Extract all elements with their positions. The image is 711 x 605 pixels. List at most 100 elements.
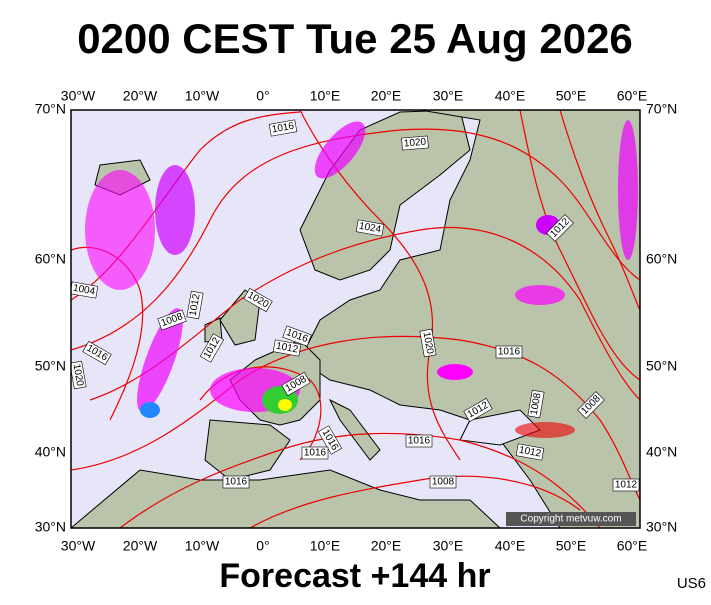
isobar-label-box	[222, 475, 250, 489]
italy	[328, 398, 381, 461]
forecast-label: Forecast +144 hr	[219, 557, 490, 595]
isobar-label-box	[419, 328, 437, 358]
isobar-label-box	[317, 425, 343, 455]
lon-label-top: 10°E	[310, 88, 341, 104]
isobar-label-box	[71, 360, 87, 390]
map-title: 0200 CEST Tue 25 Aug 2026	[77, 15, 633, 62]
lat-label-right: 60°N	[646, 251, 677, 267]
lon-label-bottom: 20°W	[123, 538, 158, 554]
isobar-label-box	[546, 214, 574, 242]
isobar-label-box	[463, 397, 493, 423]
copyright: Copyright metvuw.com	[520, 514, 621, 525]
lon-label-bottom: 10°W	[185, 538, 220, 554]
isobar-label: 1008	[527, 389, 545, 419]
lat-label-right: 70°N	[646, 101, 677, 117]
copyright-box	[506, 512, 636, 526]
lon-label-bottom: 0°	[256, 538, 269, 554]
black-sea	[459, 409, 541, 446]
isobar-label: 1016	[405, 434, 433, 448]
isobar-label-box	[495, 345, 523, 359]
lat-label-left: 70°N	[35, 101, 66, 117]
isobar-label-text: 1020	[71, 363, 86, 387]
isobar-label: 1020	[419, 328, 437, 358]
lon-label-top: 30°W	[61, 88, 96, 104]
isobar-label-box	[401, 135, 429, 151]
lon-label-bottom: 50°E	[556, 538, 587, 554]
lon-label-top: 60°E	[617, 88, 648, 104]
isobar-label: 1012	[272, 339, 302, 357]
isobar-label-text: 1016	[271, 121, 295, 136]
isobar-label-text: 1012	[188, 293, 203, 317]
precipitation	[85, 120, 638, 438]
isobar-label-text: 1008	[432, 477, 455, 488]
lat-label-left: 60°N	[35, 251, 66, 267]
isobar-label-text: 1008	[529, 392, 544, 416]
isobar-label: 1020	[71, 360, 87, 390]
lat-label-left: 40°N	[35, 444, 66, 460]
lat-label-right: 30°N	[646, 519, 677, 535]
isobar-label-text: 1004	[72, 283, 96, 298]
lon-label-bottom: 10°E	[310, 538, 341, 554]
lon-label-bottom: 30°W	[61, 538, 96, 554]
map-frame	[70, 109, 641, 529]
lon-label-bottom: 20°E	[371, 538, 402, 554]
isobar-label: 1012	[612, 478, 640, 492]
isobar-label-box	[272, 339, 302, 357]
isobar-label: 1016	[495, 345, 523, 359]
iberia	[204, 419, 291, 481]
product-code: US6	[677, 575, 706, 592]
isobar-label-text: 1016	[225, 477, 248, 488]
isobar-labels: 1016 1020 1024 1012 1004 1020 1012 1008 1016 1012…	[71, 119, 640, 492]
lon-label-top: 40°E	[495, 88, 526, 104]
lon-label-top: 0°	[256, 88, 269, 104]
isobar-label: 1016	[301, 446, 329, 460]
map-area: 1016 1020 1024 1012 1004 1020 1012 1008 1016 1012…	[71, 110, 640, 528]
isobar-label-box	[301, 446, 329, 460]
lon-label-top: 20°W	[123, 88, 158, 104]
isobar-label-box	[199, 333, 225, 363]
isobar-label: 1012	[515, 443, 545, 461]
isobar-label-box	[243, 287, 273, 313]
isobar-label-text: 1024	[358, 221, 382, 236]
isobar-label-text: 1016	[304, 448, 327, 459]
lon-label-bottom: 60°E	[617, 538, 648, 554]
isobar-label-text: 1012	[518, 445, 542, 460]
isobar-label-box	[515, 443, 545, 461]
lon-label-top: 30°E	[433, 88, 464, 104]
isobar-label-text: 1016	[498, 347, 521, 358]
lon-label-bottom: 40°E	[495, 538, 526, 554]
isobar-label-box	[355, 219, 385, 237]
lat-label-right: 40°N	[646, 444, 677, 460]
lat-label-left: 30°N	[35, 519, 66, 535]
lon-label-top: 10°W	[185, 88, 220, 104]
isobar-label-box	[405, 434, 433, 448]
lon-label-top: 50°E	[556, 88, 587, 104]
britain	[219, 289, 261, 346]
isobar-label-box	[281, 371, 311, 397]
scandinavia	[299, 110, 471, 281]
isobar-label: 1016	[268, 119, 298, 137]
isobar-label-box	[186, 290, 204, 320]
lon-label-top: 20°E	[371, 88, 402, 104]
isobar-label: 1008	[429, 475, 457, 489]
isobar-label-text: 1012	[275, 341, 299, 356]
isobar-label-text: 1020	[403, 137, 427, 150]
north-africa	[71, 469, 501, 528]
isobar-label-box	[577, 391, 605, 419]
isobar-label-text: 1012	[615, 480, 638, 491]
isobar-label: 1016	[222, 475, 250, 489]
isobar-label-box	[429, 475, 457, 489]
lat-label-left: 50°N	[35, 358, 66, 374]
isobar-label-box	[157, 309, 187, 331]
isobar-label: 1020	[401, 135, 429, 151]
isobar-label-box	[82, 340, 112, 366]
lon-label-bottom: 30°E	[433, 538, 464, 554]
isobar-label-box	[282, 325, 312, 347]
isobar-label: 1012	[186, 290, 204, 320]
isobar-label-box	[268, 119, 298, 137]
lat-label-right: 50°N	[646, 358, 677, 374]
isobar-label-text: 1016	[408, 436, 431, 447]
isobar-label-box	[612, 478, 640, 492]
isobar-label-text: 1020	[421, 331, 436, 355]
graticule-labels: 30°W 30°W 20°W 20°W 10°W 10°W 0° 0° 10°E 10°E 20°E…	[35, 88, 678, 554]
